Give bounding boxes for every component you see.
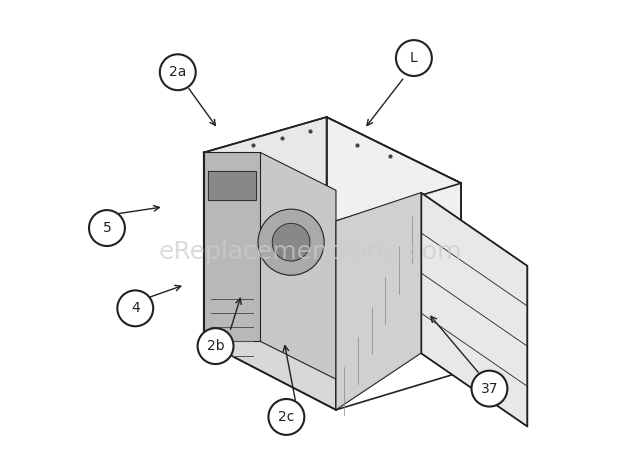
Circle shape bbox=[258, 209, 324, 276]
Circle shape bbox=[396, 40, 432, 76]
Polygon shape bbox=[421, 193, 527, 427]
Text: 2b: 2b bbox=[206, 339, 224, 353]
Text: 5: 5 bbox=[102, 221, 112, 235]
Polygon shape bbox=[327, 117, 461, 372]
Polygon shape bbox=[204, 152, 260, 342]
Circle shape bbox=[272, 223, 310, 261]
Text: 2a: 2a bbox=[169, 65, 187, 79]
Polygon shape bbox=[204, 117, 461, 221]
Polygon shape bbox=[204, 152, 336, 410]
Circle shape bbox=[198, 328, 234, 364]
Text: eReplacementParts.com: eReplacementParts.com bbox=[158, 240, 462, 264]
Text: 37: 37 bbox=[480, 381, 498, 396]
Polygon shape bbox=[208, 171, 255, 200]
Polygon shape bbox=[260, 152, 336, 379]
Circle shape bbox=[89, 210, 125, 246]
Circle shape bbox=[117, 290, 153, 326]
Text: L: L bbox=[410, 51, 418, 65]
Circle shape bbox=[268, 399, 304, 435]
Polygon shape bbox=[336, 193, 421, 410]
Text: 4: 4 bbox=[131, 301, 140, 315]
Circle shape bbox=[471, 370, 507, 407]
Text: 2c: 2c bbox=[278, 410, 294, 424]
Circle shape bbox=[160, 54, 196, 90]
